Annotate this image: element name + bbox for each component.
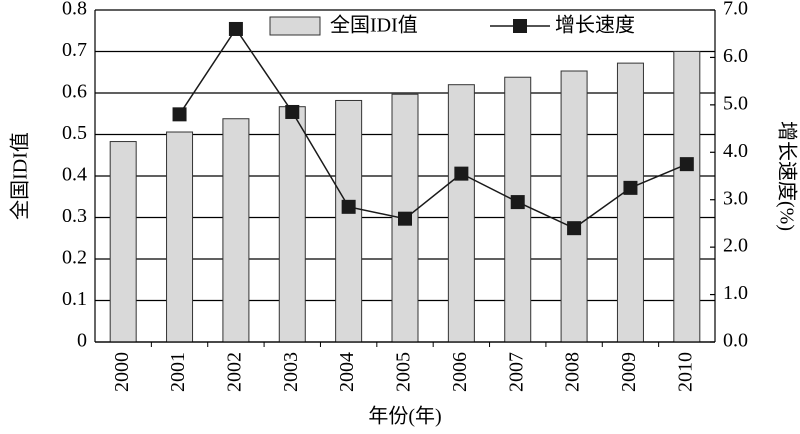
y-tick-label: 0.2 [62, 247, 87, 269]
bar [504, 76, 532, 343]
y-tick-label: 0.5 [62, 122, 87, 144]
y-tick-label: 0.1 [62, 288, 87, 310]
x-tick-label: 2000 [111, 352, 133, 392]
x-tick-label: 2008 [562, 352, 584, 392]
y-tick-label: 0.3 [62, 205, 87, 227]
y-tick-label: 0 [77, 330, 87, 352]
y2-tick-label: 3.0 [723, 187, 748, 209]
marker [510, 195, 525, 210]
x-tick-label: 2003 [280, 352, 302, 392]
x-tick-label: 2004 [336, 352, 358, 392]
legend-swatch [269, 16, 321, 36]
x-tick-label: 2002 [224, 352, 246, 392]
y2-tick-label: 5.0 [723, 92, 748, 114]
y-axis-label: 全国IDI值 [9, 132, 32, 220]
marker [285, 104, 300, 119]
legend-label: 增长速度 [555, 14, 635, 37]
y-tick-label: 0.6 [62, 81, 87, 103]
marker [228, 21, 243, 36]
bar [673, 51, 701, 343]
marker [341, 199, 356, 214]
marker [567, 221, 582, 236]
x-axis-label: 年份(年) [368, 405, 441, 428]
x-tick-label: 2007 [505, 352, 527, 392]
x-tick-label: 2005 [393, 352, 415, 392]
bar [222, 118, 250, 343]
bar [166, 131, 194, 343]
marker [623, 180, 638, 195]
marker [172, 107, 187, 122]
legend-background [262, 11, 710, 41]
marker [679, 157, 694, 172]
y-tick-label: 0.8 [62, 0, 87, 20]
y-tick-label: 0.7 [62, 39, 87, 61]
y2-axis-label: 增长速度(%) [775, 121, 798, 231]
y2-tick-label: 1.0 [723, 282, 748, 304]
y2-tick-label: 4.0 [723, 140, 748, 162]
bar [447, 84, 475, 343]
y2-tick-label: 0.0 [723, 330, 748, 352]
bar [278, 106, 306, 343]
bar [335, 99, 363, 343]
legend-label: 全国IDI值 [330, 14, 418, 37]
y2-tick-label: 2.0 [723, 235, 748, 257]
y2-tick-label: 6.0 [723, 45, 748, 67]
y2-tick-label: 7.0 [723, 0, 748, 20]
marker [398, 211, 412, 226]
marker [454, 166, 469, 181]
y-tick-label: 0.4 [62, 164, 87, 186]
bar [616, 62, 644, 343]
x-tick-label: 2010 [674, 352, 696, 392]
x-tick-label: 2001 [167, 352, 189, 392]
legend-swatch [513, 19, 527, 33]
bar [109, 141, 137, 343]
bar [560, 70, 588, 343]
line [178, 27, 688, 230]
x-tick-label: 2006 [449, 352, 471, 392]
x-tick-label: 2009 [618, 352, 640, 392]
